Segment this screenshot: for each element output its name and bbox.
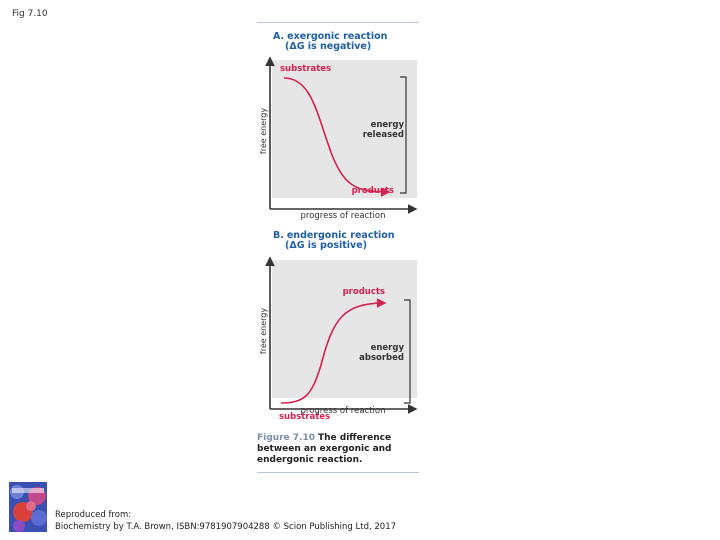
panel-b-x-axis-label: progress of reaction [300, 406, 386, 416]
panel-a-substrates-label: substrates [280, 64, 331, 74]
panel-a-graph: substrates products energy released free… [259, 56, 418, 220]
panel-a-energy-label-2: released [363, 130, 404, 140]
slide-label: Fig 7.10 [12, 9, 48, 19]
figure-number: Figure 7.10 [257, 433, 315, 443]
panel-b-y-axis-label: free energy [259, 308, 268, 354]
panel-b-energy-label-1: energy [371, 343, 405, 353]
panel-a-x-axis-label: progress of reaction [301, 211, 386, 220]
panel-a-y-axis-label: free energy [259, 108, 268, 154]
panel-a-products-label: products [352, 186, 394, 196]
panel-b-energy-curve [280, 298, 387, 404]
panel-a-energy-bracket [400, 76, 407, 194]
panel-b-letter: B. [273, 230, 284, 241]
panel-b-energy-bracket [404, 299, 411, 404]
panel-a-subtitle: (ΔG is negative) [285, 41, 372, 52]
panel-b-title-text: endergonic reaction [286, 230, 395, 241]
panel-b-plot-area [272, 260, 417, 398]
book-cover-image [9, 482, 47, 532]
panel-a-plot-area [272, 60, 417, 198]
figure-caption-text: The difference between an exergonic and … [257, 433, 392, 465]
panel-b-substrates-label: substrates [279, 412, 330, 420]
credit-line-2: Biochemistry by T.A. Brown, ISBN:9781907… [55, 522, 397, 532]
credit-line-1: Reproduced from: [55, 510, 132, 520]
panel-b-products-label: products [343, 287, 385, 297]
figure: A. exergonic reaction (ΔG is negative) su… [257, 22, 419, 474]
panel-a-title-text: exergonic reaction [287, 31, 388, 42]
bottom-rule [257, 472, 419, 473]
panel-a-energy-label-1: energy [371, 120, 405, 130]
panel-b-graph: products substrates energy absorbed free… [259, 256, 418, 420]
panel-b-energy-label-2: absorbed [359, 353, 404, 363]
panel-a-energy-curve [283, 77, 391, 197]
credit: Reproduced from: Biochemistry by T.A. Br… [55, 509, 396, 533]
panel-b-subtitle: (ΔG is positive) [285, 240, 368, 251]
figure-caption: Figure 7.10 The difference between an exe… [257, 433, 419, 466]
top-rule [257, 22, 419, 23]
panel-a-title: A. exergonic reaction [273, 31, 387, 42]
panel-b-title: B. endergonic reaction [273, 230, 395, 241]
panel-a-letter: A. [273, 31, 285, 42]
